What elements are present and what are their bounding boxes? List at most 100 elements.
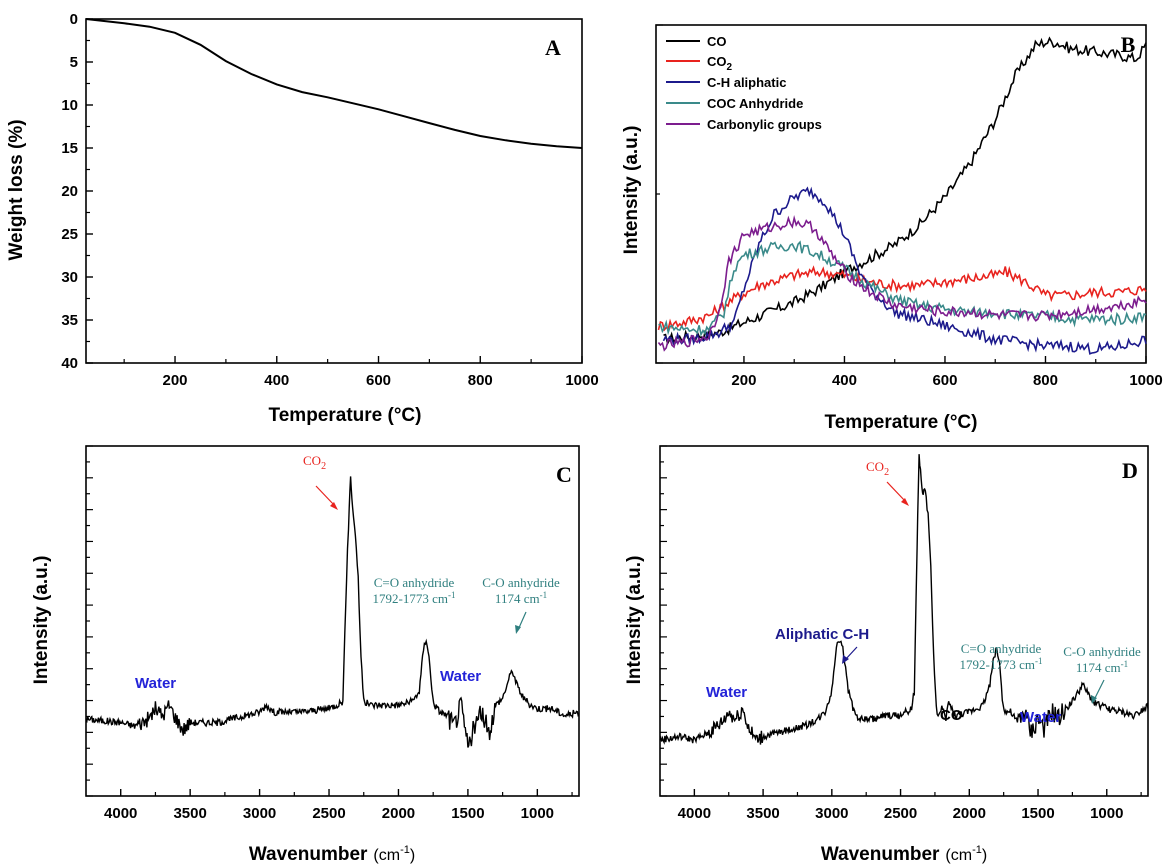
panel-d-ann-co2-arrow	[887, 482, 906, 502]
panel-c-ann-co2-sub: 2	[321, 461, 326, 472]
panel-a-letter: A	[545, 35, 561, 60]
x-tick-label: 200	[163, 372, 188, 389]
y-tick-label: 5	[70, 54, 78, 71]
panel-d-xlabel-sup: -1	[972, 844, 982, 856]
x-tick-label: 3500	[746, 805, 779, 822]
panel-d-ann-water-right: Water	[1020, 709, 1061, 726]
x-tick-label: 4000	[678, 805, 711, 822]
y-tick-label: 0	[70, 11, 78, 28]
panel-d-ann-co-anh-range-sup: -1	[1035, 656, 1043, 666]
x-tick-label: 2000	[953, 805, 986, 822]
panel-b-letter: B	[1121, 32, 1136, 57]
y-tick-label: 20	[61, 183, 78, 200]
panel-d-ann-c-o-arrow	[1094, 680, 1104, 700]
x-tick-label: 1000	[521, 805, 554, 822]
panel-d-spectrum-line	[660, 454, 1148, 744]
x-tick-label: 3000	[243, 805, 276, 822]
x-tick-label: 2500	[884, 805, 917, 822]
x-tick-label: 800	[1033, 372, 1058, 389]
legend-label-co2-main: CO	[707, 54, 727, 69]
panel-c-ann-c-o-anh: C-O anhydride	[482, 575, 560, 590]
panel-a-frame	[86, 19, 582, 363]
panel-b-ylabel: Intensity (a.u.)	[621, 126, 642, 255]
x-tick-label: 3500	[173, 805, 206, 822]
panel-d-ann-c-o-anh-range-sup: -1	[1121, 659, 1129, 669]
panel-d: 4000 3500 3000 2500 2000 1500 1000 D CO2 Aliph…	[624, 446, 1148, 864]
x-tick-label: 600	[932, 372, 957, 389]
panel-c-ann-co2: CO2	[303, 453, 326, 472]
y-tick-label: 30	[61, 269, 78, 286]
panel-c-ann-co-anh: C=O anhydride	[374, 575, 455, 590]
legend-label-carbonyl: Carbonylic groups	[707, 117, 822, 132]
panel-c: 4000 3500 3000 2500 2000 1500 1000 C CO2 C=O a…	[31, 446, 579, 864]
panel-d-ann-aliphatic: Aliphatic C-H	[775, 626, 869, 643]
panel-d-ann-co-anh-range: 1792-1773 cm-1	[960, 656, 1043, 672]
panel-c-ann-co-anh-range-sup: -1	[448, 590, 456, 600]
x-tick-label: 3000	[815, 805, 848, 822]
panel-b-legend: CO CO2 C-H aliphatic COC Anhydride Carbo…	[666, 34, 822, 132]
panel-c-ann-c-o-anh-range-main: 1174 cm	[495, 591, 540, 606]
panel-c-ylabel: Intensity (a.u.)	[31, 556, 52, 685]
x-tick-label: 1500	[1021, 805, 1054, 822]
panel-a-ticks: 200 400 600 800 1000 0 5 10 15 20 25 30 35 40	[61, 11, 598, 389]
y-tick-label: 10	[61, 97, 78, 114]
x-tick-label: 1500	[451, 805, 484, 822]
legend-label-ch: C-H aliphatic	[707, 75, 786, 90]
x-tick-label: 2000	[382, 805, 415, 822]
panel-d-ann-co-anh-range-main: 1792-1773 cm	[960, 657, 1035, 672]
x-tick-label: 400	[264, 372, 289, 389]
x-tick-label: 1000	[1090, 805, 1123, 822]
panel-d-ann-co-anh: C=O anhydride	[961, 641, 1042, 656]
panel-c-frame	[86, 446, 579, 796]
panel-c-ticks: 4000 3500 3000 2500 2000 1500 1000	[86, 446, 572, 822]
panel-d-ann-co2-sub: 2	[884, 467, 889, 478]
panel-c-xlabel: Wavenumber (cm-1)	[249, 844, 415, 864]
panel-b-xlabel: Temperature (°C)	[825, 412, 978, 433]
y-tick-label: 35	[61, 312, 78, 329]
legend-label-coc: COC Anhydride	[707, 96, 803, 111]
panel-d-ticks: 4000 3500 3000 2500 2000 1500 1000	[660, 446, 1141, 822]
panel-c-ann-co-anh-range: 1792-1773 cm-1	[373, 590, 456, 606]
panel-c-ann-co2-arrowhead	[330, 502, 338, 510]
panel-a-ylabel: Weight loss (%)	[6, 119, 27, 260]
panel-c-ann-water-left: Water	[135, 675, 176, 692]
y-tick-label: 25	[61, 226, 78, 243]
panel-c-letter: C	[556, 462, 572, 487]
panel-c-ann-c-o-anh-range-sup: -1	[540, 590, 548, 600]
panel-c-ann-co2-arrow	[316, 486, 335, 506]
panel-d-ann-c-o-anh-range-main: 1174 cm	[1076, 660, 1121, 675]
panel-c-ann-water-right: Water	[440, 668, 481, 685]
x-tick-label: 800	[468, 372, 493, 389]
panel-d-letter: D	[1122, 458, 1138, 483]
panel-c-xlabel-sup: -1	[400, 844, 410, 856]
x-tick-label: 1000	[1129, 372, 1162, 389]
panel-a-series-line	[86, 19, 582, 148]
panel-c-xlabel-end: )	[410, 847, 415, 864]
panel-d-xlabel: Wavenumber (cm-1)	[821, 844, 987, 864]
x-tick-label: 600	[366, 372, 391, 389]
panel-c-ann-co2-main: CO	[303, 453, 321, 468]
x-tick-label: 200	[731, 372, 756, 389]
panel-d-ann-water-left: Water	[706, 684, 747, 701]
y-tick-label: 40	[61, 355, 78, 372]
x-tick-label: 400	[832, 372, 857, 389]
panel-d-xlabel-main: Wavenumber	[821, 844, 940, 864]
legend-label-co: CO	[707, 34, 727, 49]
panel-c-spectrum-line	[86, 476, 579, 747]
panel-d-ann-c-o-anh: C-O anhydride	[1063, 644, 1141, 659]
x-tick-label: 1000	[565, 372, 598, 389]
panel-d-ann-co: CO	[940, 707, 963, 724]
x-tick-label: 4000	[104, 805, 137, 822]
panel-c-ann-co-anh-range-main: 1792-1773 cm	[373, 591, 448, 606]
legend-label-co2: CO2	[707, 54, 733, 73]
panel-c-ann-c-o-anh-range: 1174 cm-1	[495, 590, 547, 606]
panel-d-ann-co2-arrowhead	[901, 498, 909, 506]
panel-d-ann-co2: CO2	[866, 459, 889, 478]
panel-d-ylabel: Intensity (a.u.)	[624, 556, 645, 685]
panel-d-frame	[660, 446, 1148, 796]
panel-a: 200 400 600 800 1000 0 5 10 15 20 25 30 35 40 A Tempe…	[6, 11, 599, 426]
y-tick-label: 15	[61, 140, 78, 157]
panel-d-xlabel-end: )	[982, 847, 987, 864]
panel-a-xlabel: Temperature (°C)	[269, 405, 422, 426]
